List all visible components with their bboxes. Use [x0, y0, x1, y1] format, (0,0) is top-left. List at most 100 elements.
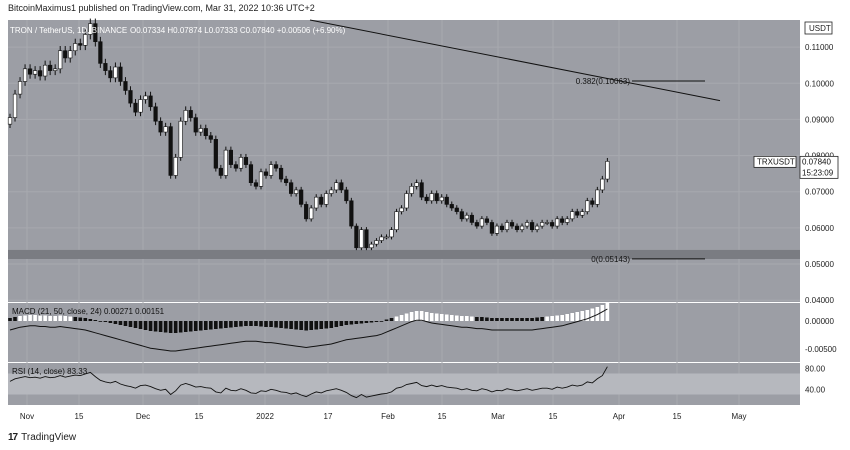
macd-bar — [465, 316, 469, 321]
candle-body — [444, 196, 449, 205]
trading-chart[interactable]: 0.382(0.10063) 0(0.05143) MACD (21, 50, c… — [0, 0, 850, 430]
chart-background — [8, 20, 800, 405]
macd-bar — [600, 305, 605, 321]
candle-body — [565, 218, 570, 223]
macd-bar — [319, 321, 324, 329]
candle-body — [399, 207, 404, 212]
macd-bar — [133, 321, 138, 328]
candle-body — [233, 164, 239, 169]
currency-badge — [804, 21, 833, 35]
candle-body — [278, 167, 284, 180]
macd-bar — [8, 318, 12, 321]
macd-bar — [158, 321, 163, 332]
candle-body — [449, 204, 454, 209]
macd-bar — [73, 317, 78, 321]
time-tick-label: Nov — [20, 412, 34, 421]
macd-bar — [93, 320, 98, 321]
time-tick-label: 15 — [438, 412, 447, 421]
macd-bar — [595, 307, 600, 321]
candle-body — [324, 193, 329, 205]
rsi-line — [9, 366, 608, 399]
price-tick-label: 0.05000 — [805, 260, 834, 269]
macd-bar — [304, 321, 308, 331]
last-price-tag — [799, 155, 839, 179]
candle-body — [128, 90, 133, 104]
macd-bar — [249, 321, 253, 326]
candle-body — [22, 68, 28, 82]
macd-bar — [214, 321, 218, 329]
candle-body — [188, 110, 193, 118]
macd-bar — [128, 321, 133, 327]
candle-body — [273, 164, 279, 169]
macd-bar — [279, 321, 283, 328]
axes: 0.110000.100000.090000.080000.070000.060… — [20, 21, 839, 421]
candle-body — [183, 110, 188, 122]
macd-bar — [404, 313, 409, 321]
candle-body — [534, 225, 540, 230]
macd-bar — [510, 318, 514, 321]
macd-bar — [565, 314, 570, 321]
candle-body — [454, 207, 459, 212]
rsi-label: RSI (14, close) 83.33 — [12, 367, 88, 376]
candle-body — [394, 211, 399, 230]
candle-body — [499, 225, 505, 230]
macd-bar — [299, 321, 303, 330]
candle-body — [283, 178, 289, 183]
macd-bar — [439, 314, 444, 321]
candle-body — [58, 50, 63, 70]
candle-body — [12, 93, 18, 118]
macd-bar — [168, 321, 173, 333]
candle-body — [299, 189, 304, 205]
macd-bar — [28, 315, 32, 321]
macd-bar — [470, 316, 474, 321]
candle-body — [98, 41, 103, 64]
candle-body — [595, 189, 600, 205]
macd-bar — [188, 321, 193, 332]
symbol-tag-label: TRXUSDT — [757, 157, 795, 166]
candle-body — [424, 196, 429, 202]
candle-body — [540, 222, 545, 227]
candle-body — [153, 106, 158, 122]
macd-bar — [334, 321, 339, 327]
macd-bar — [183, 321, 188, 332]
candle-body — [218, 167, 223, 176]
candle-body — [133, 102, 138, 113]
support-zone — [8, 249, 800, 259]
price-tick-label: 0.11000 — [805, 43, 834, 52]
macd-bar — [545, 316, 549, 321]
rsi-tick-label: 40.00 — [805, 385, 826, 394]
macd-bar — [500, 318, 504, 321]
time-tick-label: 15 — [75, 412, 84, 421]
macd-bar — [138, 321, 143, 329]
macd-bar — [163, 321, 168, 333]
macd-bar — [274, 321, 278, 328]
last-price-value: 0.07840 — [802, 157, 831, 166]
candle-body — [83, 34, 88, 46]
candle-body — [32, 70, 38, 75]
candle-body — [258, 171, 264, 187]
candle-body — [529, 222, 535, 230]
macd-bar — [570, 313, 575, 321]
candle-body — [238, 157, 244, 169]
candle-body — [53, 68, 58, 71]
macd-bar — [193, 321, 198, 331]
candle-body — [560, 218, 565, 223]
candle-body — [484, 218, 490, 223]
candle-body — [314, 196, 319, 209]
macd-bar — [294, 321, 298, 330]
candle-body — [213, 139, 218, 169]
macd-bar — [580, 311, 585, 321]
candle-body — [479, 218, 484, 227]
candle-body — [514, 225, 520, 230]
grid-lines — [8, 20, 800, 405]
macd-bar — [269, 321, 273, 327]
price-tick-label: 0.10000 — [805, 79, 834, 88]
macd-bar — [173, 321, 178, 333]
macd-bar — [389, 318, 394, 321]
candle-body — [78, 43, 83, 46]
macd-bar — [605, 303, 610, 321]
candle-body — [68, 50, 73, 59]
support-zone-rect — [8, 249, 800, 259]
macd-bar — [560, 315, 564, 321]
candle-body — [570, 211, 575, 220]
